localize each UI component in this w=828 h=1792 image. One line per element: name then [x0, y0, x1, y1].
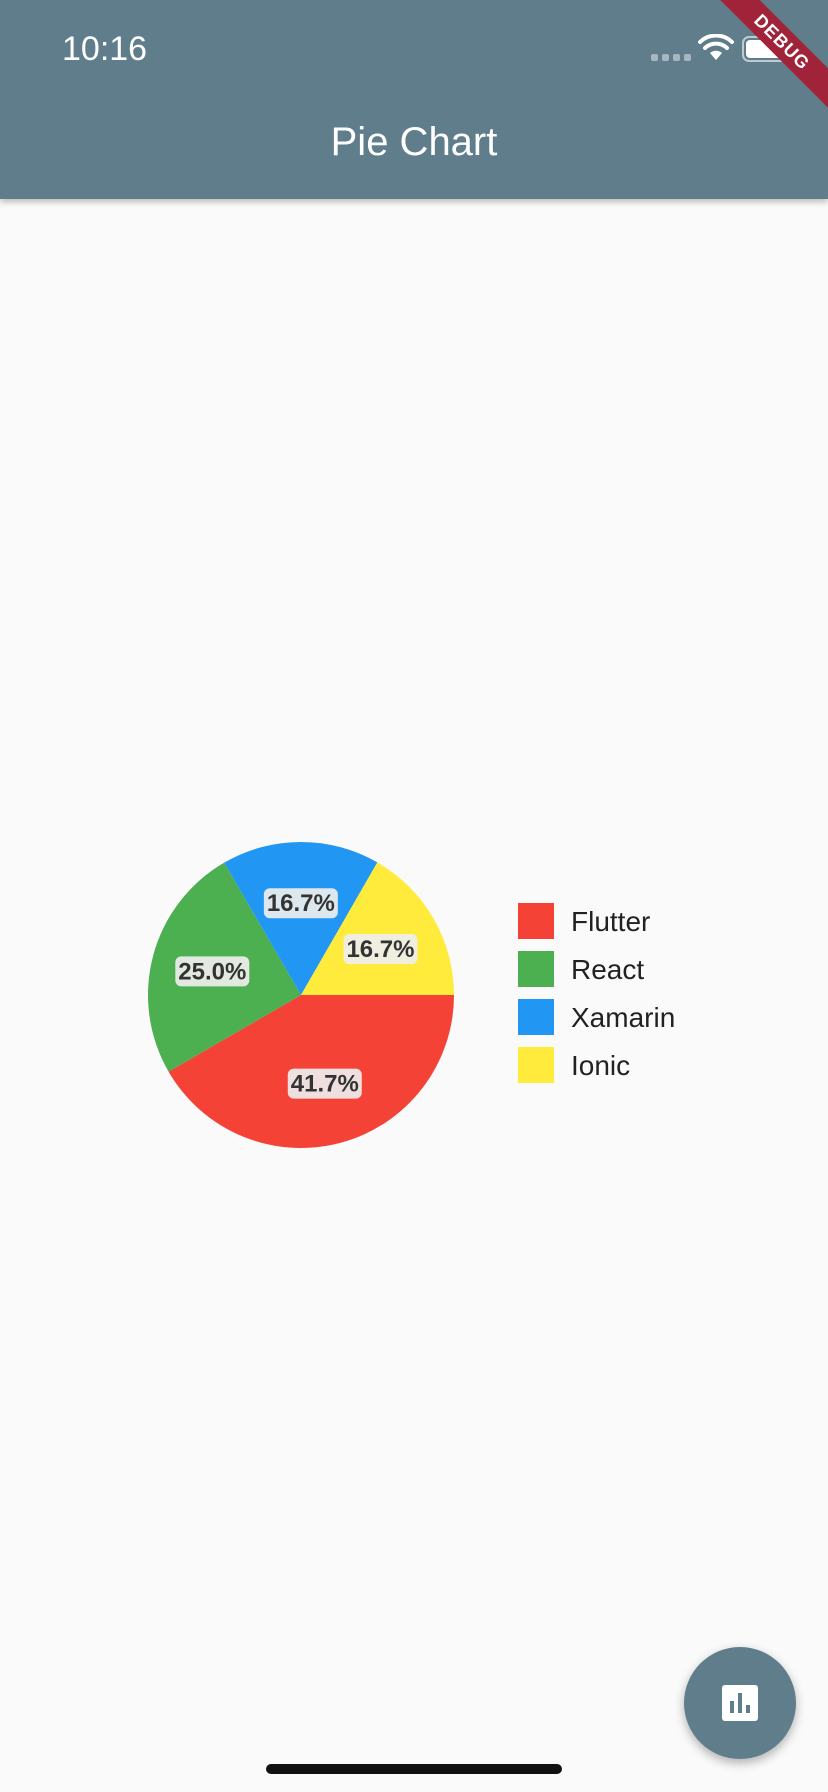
legend-swatch-xamarin — [518, 999, 554, 1035]
cellular-signal-icon — [651, 54, 691, 61]
pie-data-label: 16.7% — [343, 934, 418, 965]
pie-data-label-text: 41.7% — [291, 1071, 359, 1098]
pie-data-label-text: 16.7% — [346, 936, 414, 963]
legend-swatch-flutter — [518, 903, 554, 939]
pie-data-label-text: 25.0% — [178, 958, 246, 985]
legend-swatch-react — [518, 951, 554, 987]
legend-label-react: React — [571, 954, 644, 985]
app-bar: 10:16 Pie Chart — [0, 0, 828, 199]
legend-label-flutter: Flutter — [571, 906, 650, 937]
pie-data-label: 25.0% — [175, 956, 250, 987]
pie-data-label: 16.7% — [263, 888, 338, 919]
legend-swatch-ionic — [518, 1047, 554, 1083]
legend-label-xamarin: Xamarin — [571, 1002, 675, 1033]
chart-toggle-button[interactable] — [684, 1647, 796, 1759]
pie-data-label: 41.7% — [287, 1068, 362, 1099]
bar-chart-icon — [722, 1685, 758, 1721]
debug-banner-label: DEBUG — [708, 0, 828, 116]
page-title: Pie Chart — [330, 120, 498, 164]
pie-slice-xamarin — [224, 842, 378, 995]
pie-data-label-text: 16.7% — [267, 890, 335, 917]
wifi-icon — [698, 34, 734, 60]
home-indicator — [266, 1764, 562, 1774]
legend-label-ionic: Ionic — [571, 1050, 630, 1081]
status-bar-time: 10:16 — [62, 30, 148, 68]
debug-banner: DEBUG — [708, 0, 828, 120]
